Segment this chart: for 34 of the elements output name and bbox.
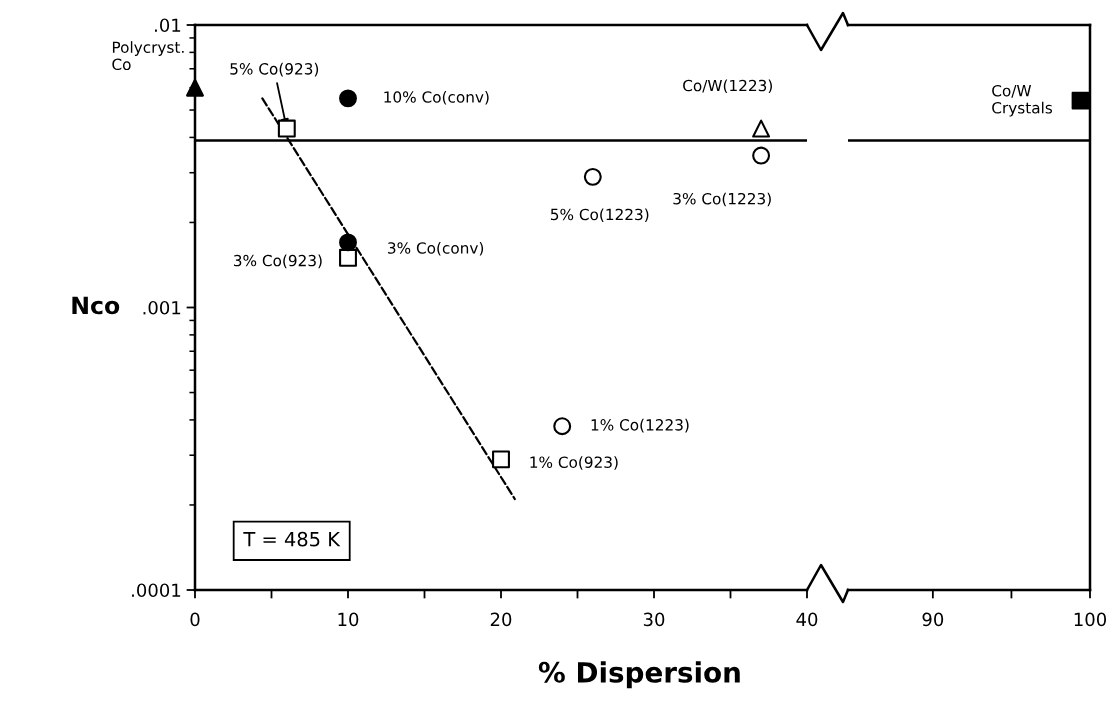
point xyxy=(752,119,771,138)
point xyxy=(752,146,771,165)
x-tick-label: 30 xyxy=(643,612,665,627)
y-tick-label: .0001 xyxy=(132,583,181,598)
point xyxy=(339,233,357,252)
point xyxy=(583,167,602,186)
point xyxy=(553,417,572,436)
x-tick-label: 40 xyxy=(796,612,818,627)
y-axis-title: Nco xyxy=(72,296,120,315)
point xyxy=(277,119,296,138)
annotation: 1% Co(923) xyxy=(530,456,618,470)
annotation: 3% Co(conv) xyxy=(388,241,484,256)
x-tick-label: 0 xyxy=(190,612,200,627)
x-tick-label: 20 xyxy=(490,612,512,627)
x-axis-title: % Dispersion xyxy=(538,661,740,689)
y-tick-label: .001 xyxy=(143,300,181,315)
annotation: 10% Co(conv) xyxy=(384,90,489,105)
annotation: Polycryst. Co xyxy=(112,41,184,71)
x-tick-label: 10 xyxy=(338,612,359,627)
y-tick-label: .01 xyxy=(155,18,181,33)
point xyxy=(492,450,510,469)
point xyxy=(339,248,357,267)
point xyxy=(339,89,357,108)
annotation: 5% Co(1223) xyxy=(550,208,649,222)
x-tick-label: 100 xyxy=(1074,612,1107,627)
point xyxy=(186,78,204,97)
annotation: 5% Co(923) xyxy=(230,62,319,77)
annotation: Co/W Crystals xyxy=(992,84,1053,117)
x-tick-label: 90 xyxy=(922,612,944,627)
annotation: 3% Co(1223) xyxy=(673,192,771,207)
annotation: 3% Co(923) xyxy=(233,254,322,269)
annotation: T = 485 K xyxy=(243,531,341,547)
annotation: Co/W(1223) xyxy=(683,79,772,94)
annotation: 1% Co(1223) xyxy=(591,418,689,433)
